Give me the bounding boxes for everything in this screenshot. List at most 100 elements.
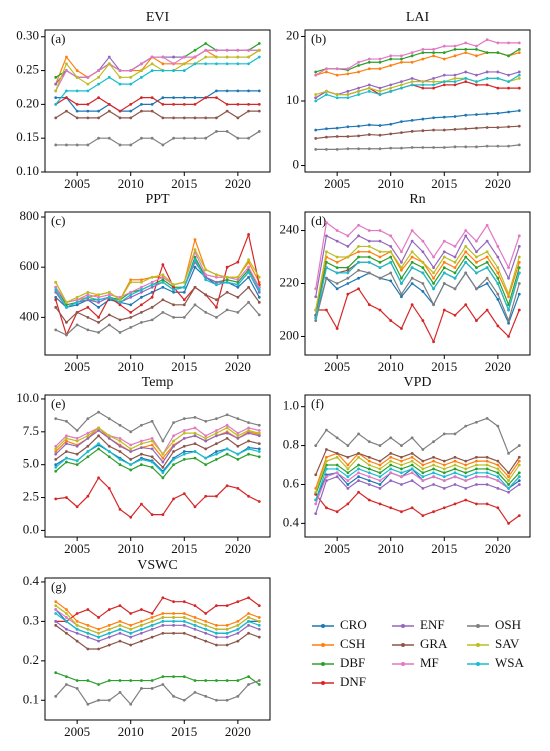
point (97, 82, 100, 86)
point (65, 439, 68, 443)
point (464, 479, 468, 482)
point (389, 146, 393, 150)
point (357, 490, 360, 494)
point (161, 310, 165, 314)
series-line (315, 491, 520, 525)
point (193, 426, 197, 430)
point (357, 268, 360, 272)
point (432, 146, 435, 149)
point (118, 623, 122, 627)
point (432, 266, 435, 270)
point (182, 116, 186, 120)
point (464, 47, 468, 51)
point (400, 475, 403, 479)
point (225, 413, 229, 417)
point (118, 300, 122, 304)
x-tick-label: 2020 (485, 176, 511, 191)
point (54, 469, 58, 473)
y-tick-label: 220 (280, 274, 300, 289)
point (129, 295, 133, 299)
point (335, 229, 339, 232)
point (400, 266, 403, 270)
point (54, 497, 58, 501)
point (247, 616, 250, 619)
series-line (55, 429, 260, 464)
point (442, 479, 446, 482)
point (389, 57, 393, 61)
point (257, 623, 261, 627)
point (453, 127, 457, 131)
point (225, 631, 229, 635)
point (475, 502, 478, 506)
point (346, 147, 350, 151)
point (325, 148, 328, 151)
point (172, 303, 175, 307)
point (204, 419, 208, 423)
point (129, 443, 133, 447)
panel-title: LAI (406, 10, 430, 25)
point (97, 320, 100, 324)
point (378, 60, 382, 64)
point (257, 55, 261, 59)
point (129, 458, 133, 461)
point (225, 109, 229, 113)
point (118, 436, 122, 440)
point (236, 458, 240, 461)
point (204, 116, 208, 120)
point (225, 643, 229, 647)
point (129, 116, 133, 120)
point (247, 631, 250, 635)
point (182, 136, 186, 140)
point (247, 102, 250, 106)
point (335, 239, 339, 243)
point (161, 62, 165, 66)
point (257, 679, 261, 682)
point (410, 463, 414, 467)
point (378, 147, 382, 151)
point (485, 223, 489, 227)
point (107, 434, 111, 438)
panel-title: VSWC (137, 558, 177, 573)
point (496, 324, 500, 328)
x-tick-label: 2010 (378, 359, 404, 374)
point (507, 80, 510, 84)
point (140, 623, 143, 627)
series-line (315, 51, 520, 76)
point (161, 513, 165, 517)
point (357, 147, 360, 151)
point (172, 283, 175, 287)
point (97, 426, 100, 430)
point (367, 463, 371, 467)
point (107, 293, 111, 297)
point (496, 126, 500, 129)
point (204, 96, 208, 100)
point (204, 631, 208, 635)
point (453, 432, 457, 436)
point (464, 245, 468, 248)
point (517, 444, 521, 447)
point (236, 623, 240, 627)
point (421, 475, 425, 479)
point (182, 450, 186, 453)
point (140, 290, 143, 294)
point (161, 456, 165, 460)
point (314, 93, 318, 96)
point (65, 69, 68, 72)
point (129, 75, 133, 79)
point (389, 436, 393, 440)
point (54, 612, 58, 615)
point (225, 452, 229, 456)
point (172, 600, 175, 604)
point (507, 321, 510, 325)
series-line (55, 248, 260, 304)
point (97, 627, 100, 631)
point (517, 234, 521, 238)
point (389, 132, 393, 136)
point (193, 442, 197, 446)
point (54, 450, 58, 453)
y-tick-label: 10 (286, 92, 299, 107)
point (140, 280, 143, 284)
point (517, 143, 521, 147)
point (150, 295, 154, 299)
point (421, 467, 425, 471)
